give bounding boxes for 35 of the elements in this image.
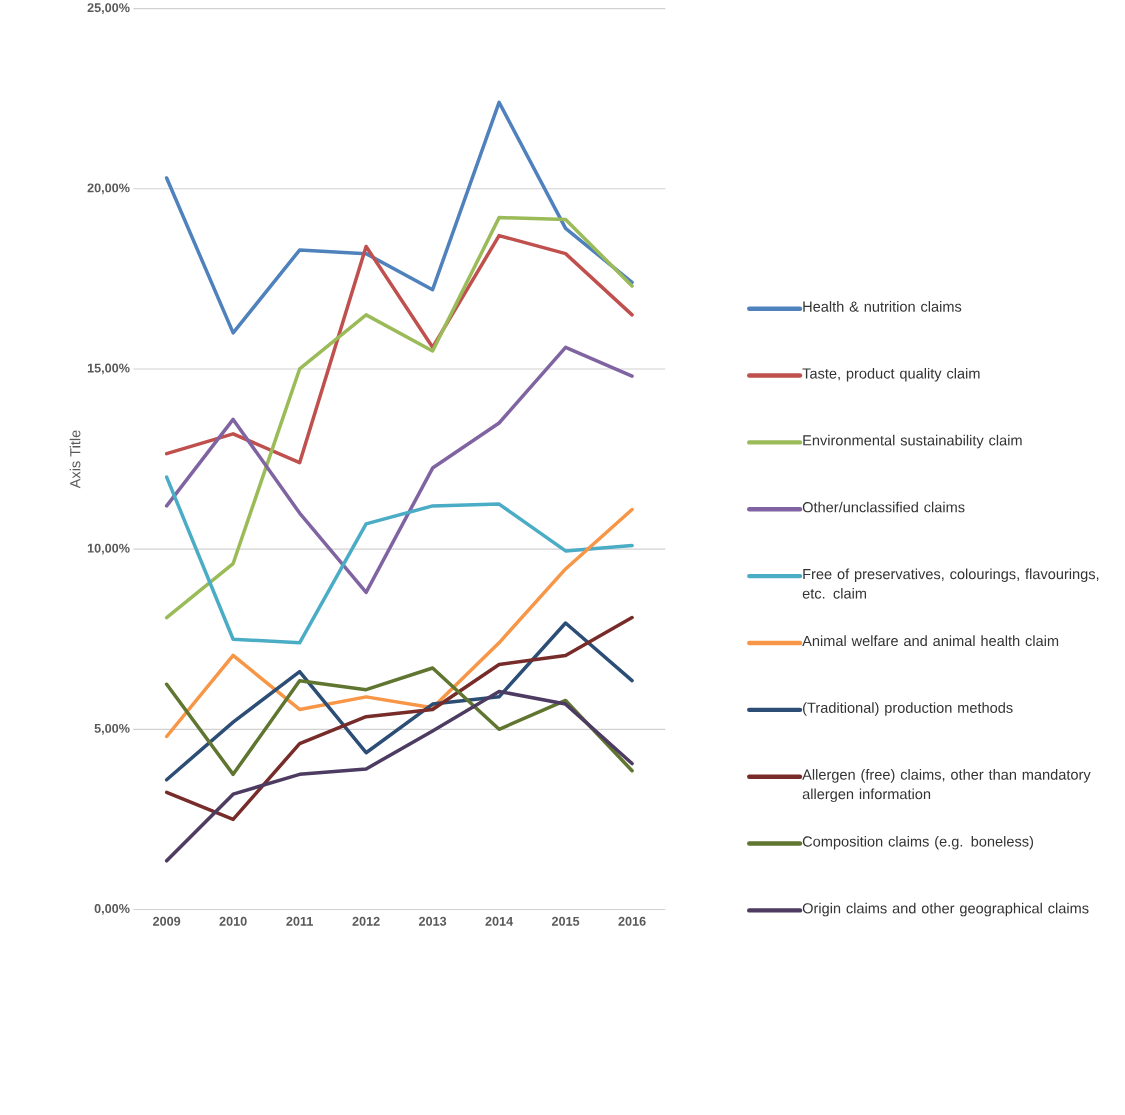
line-series	[164, 100, 634, 335]
y-axis-title: Axis Title	[69, 430, 81, 489]
x-tick-label: 2014	[485, 916, 514, 926]
x-tick-label: 2013	[418, 916, 447, 926]
legend-label: Allergen (free) claims, other than mandatory allergen information	[802, 769, 1091, 803]
legend-label: Health & nutrition claims	[803, 301, 962, 312]
x-tick-label: 2016	[618, 916, 646, 926]
line-series	[164, 233, 634, 465]
legend-label: Composition claims (e.g. boneless)	[802, 835, 1034, 850]
line-series	[164, 215, 634, 620]
line-series	[164, 475, 634, 645]
line-series	[164, 666, 634, 777]
y-tick-label: 10,00%	[87, 543, 130, 555]
legend-label: Origin claims and other geographical claims	[802, 902, 1089, 917]
legend-label: Animal welfare and animal health claim	[802, 635, 1059, 647]
x-tick-label: 2010	[219, 916, 247, 926]
y-tick-label: 5,00%	[94, 723, 130, 735]
line-series	[164, 345, 634, 595]
y-tick-label: 20,00%	[87, 183, 130, 195]
y-tick-label: 0,00%	[94, 904, 130, 915]
x-tick-label: 2015	[551, 916, 580, 926]
legend-label: Environmental sustainability claim	[803, 434, 1022, 449]
x-tick-label: 2009	[153, 916, 181, 926]
x-tick-label: 2011	[286, 916, 313, 926]
legend-label: Taste, product quality claim	[802, 368, 980, 382]
y-tick-label: 25,00%	[87, 3, 130, 15]
line-series	[164, 507, 634, 739]
legend-label: Free of preservatives, colourings, flavourings, etc. claim	[802, 568, 1099, 599]
line-series	[164, 621, 634, 782]
legend-label: (Traditional) production methods	[803, 702, 1013, 716]
line-series	[164, 615, 634, 822]
y-tick-label: 15,00%	[87, 363, 130, 375]
x-tick-label: 2012	[352, 916, 380, 926]
line-series	[164, 689, 634, 863]
legend-label: Other/unclassified claims	[802, 501, 965, 513]
